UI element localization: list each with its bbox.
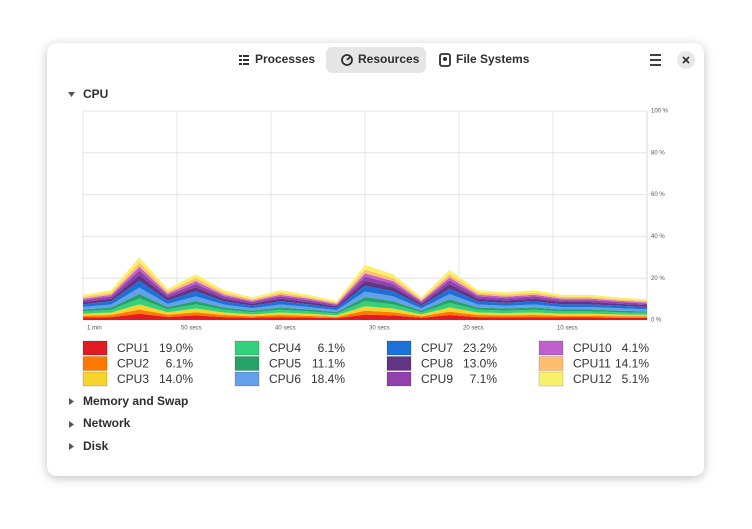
legend-value: 14.1% [615,357,649,371]
legend-name: CPU11 [573,357,611,371]
y-tick-label: 40 % [651,234,665,240]
legend-swatch [82,340,108,356]
y-tick-label: 60 % [651,192,665,198]
expander-open[interactable] [68,92,75,97]
legend-name: CPU4 [269,341,301,355]
legend-swatch [538,371,564,387]
legend-name: CPU8 [421,357,453,371]
processes-icon [239,55,249,65]
cpu-area [83,298,647,316]
cpu-area [83,313,647,320]
legend-value: 23.2% [463,341,497,355]
legend-value: 14.0% [159,372,193,386]
legend-value: 19.0% [159,341,193,355]
legend-swatch [538,340,564,356]
legend-name: CPU12 [573,372,612,386]
legend-swatch [234,340,260,356]
section-cpu[interactable]: CPU [83,87,108,101]
y-tick-label: 100 % [651,109,669,115]
legend-name: CPU2 [117,357,149,371]
cpu-area [83,266,647,305]
tab-resources[interactable]: Resources [358,52,420,66]
legend-swatch [82,356,108,371]
legend-swatch [82,371,108,387]
legend-value: 4.1% [622,341,650,355]
legend-name: CPU1 [117,341,149,355]
section-memory[interactable]: Memory and Swap [83,394,188,408]
legend-name: CPU3 [117,372,149,386]
legend-swatch [386,371,412,387]
resources-icon [341,54,353,66]
legend-swatch [234,356,260,371]
x-tick-label: 50 secs [181,326,202,332]
x-tick-label: 30 secs [369,326,390,332]
legend-name: CPU9 [421,372,453,386]
legend-name: CPU7 [421,341,453,355]
legend-value: 6.1% [166,357,194,371]
x-tick-label: 10 secs [557,326,578,332]
legend-name: CPU6 [269,372,301,386]
legend-value: 18.4% [311,372,345,386]
y-tick-label: 80 % [651,150,665,156]
cpu-area [83,257,647,303]
legend-value: 5.1% [622,372,650,386]
cpu-area [83,309,647,319]
cpu-area [83,275,647,309]
section-network[interactable]: Network [83,416,131,430]
x-tick-label: 20 secs [463,326,484,332]
cpu-area [83,304,647,317]
expander[interactable] [69,421,74,428]
legend-swatch [386,340,412,356]
cpu-area [83,262,647,304]
legend-name: CPU10 [573,341,612,355]
expander[interactable] [69,398,74,405]
legend-swatch [234,371,260,387]
menu-button[interactable] [650,54,661,66]
x-tick-label: 40 secs [275,326,296,332]
y-tick-label: 0 % [651,318,662,324]
tab-file-systems[interactable]: File Systems [456,52,530,66]
tab-processes[interactable]: Processes [255,52,315,66]
legend-swatch [386,356,412,371]
tab-active-bg[interactable] [326,47,426,73]
legend-value: 6.1% [318,341,346,355]
cpu-area [83,293,647,314]
section-disk[interactable]: Disk [83,439,109,453]
x-tick-label: 1 min [87,326,102,332]
cpu-area [83,287,647,313]
filesystems-icon [439,53,451,67]
legend-value: 7.1% [470,372,498,386]
close-button[interactable] [677,51,695,69]
expander[interactable] [69,443,74,450]
legend-name: CPU5 [269,357,301,371]
y-tick-label: 20 % [651,276,665,282]
cpu-area [83,270,647,307]
legend-swatch [538,356,564,371]
legend-value: 11.1% [312,357,345,371]
legend-value: 13.0% [463,357,497,371]
